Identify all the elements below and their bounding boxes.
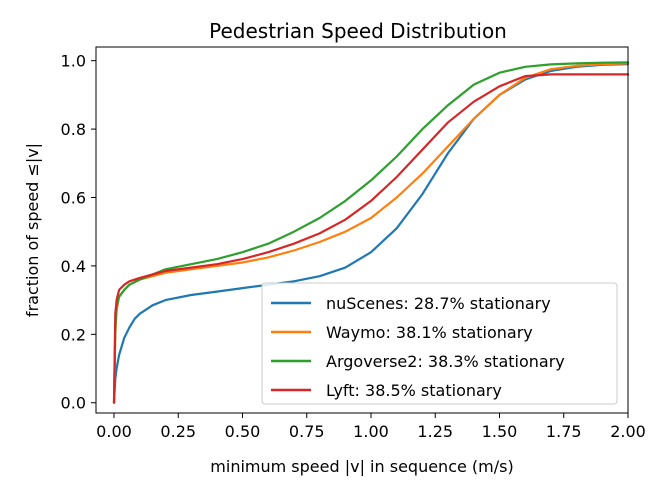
y-tick-label: 0.6 (61, 189, 86, 208)
x-tick-label: 1.00 (353, 422, 389, 441)
x-tick-label: 1.50 (482, 422, 518, 441)
x-tick-label: 1.75 (546, 422, 582, 441)
x-axis-label: minimum speed |v| in sequence (m/s) (210, 457, 513, 476)
x-tick-label: 2.00 (610, 422, 646, 441)
plot-frame (95, 46, 629, 414)
y-tick-label: 0.8 (61, 120, 86, 139)
series-line-3 (112, 73, 630, 404)
y-axis-label: fraction of speed ≤|v| (23, 143, 42, 317)
y-axis: 0.0 0.2 0.4 0.6 0.8 1.0 (61, 52, 96, 413)
x-tick-label: 0.75 (289, 422, 325, 441)
x-tick-label: 0.00 (96, 422, 132, 441)
x-tick-label: 1.25 (417, 422, 453, 441)
legend-label-3: Lyft: 38.5% stationary (326, 381, 502, 400)
y-tick-label: 0.2 (61, 325, 86, 344)
plot-area (95, 46, 630, 414)
legend-label-0: nuScenes: 28.7% stationary (326, 294, 551, 313)
x-tick-label: 0.25 (160, 422, 196, 441)
x-tick-label: 0.50 (225, 422, 261, 441)
series-line-2 (112, 61, 630, 404)
y-tick-label: 0.0 (61, 394, 86, 413)
legend: nuScenes: 28.7% stationary Waymo: 38.1% s… (261, 282, 618, 405)
legend-frame (261, 282, 618, 405)
chart-title: Pedestrian Speed Distribution (209, 19, 507, 43)
x-axis: 0.00 0.25 0.50 0.75 1.00 1.25 1.50 1.75 2.00 (96, 413, 646, 441)
legend-label-2: Argoverse2: 38.3% stationary (326, 352, 565, 371)
legend-label-1: Waymo: 38.1% stationary (326, 323, 533, 342)
y-tick-label: 1.0 (61, 52, 86, 71)
y-tick-label: 0.4 (61, 257, 86, 276)
